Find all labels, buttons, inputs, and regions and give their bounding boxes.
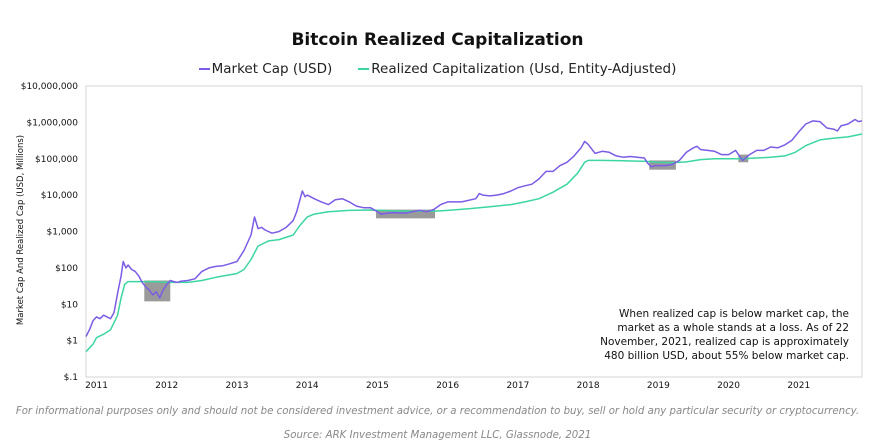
y-tick-label: $100,000 xyxy=(35,155,78,165)
series-line-market-cap xyxy=(85,118,863,337)
y-tick-label: $100 xyxy=(55,264,78,274)
y-tick-label: $1,000,000 xyxy=(26,118,78,128)
y-tick-label: $1 xyxy=(67,337,78,347)
legend-item-market-cap: Market Cap (USD) xyxy=(198,61,333,77)
y-tick-label: $10,000,000 xyxy=(21,82,79,92)
annotation-line: When realized cap is below market cap, t… xyxy=(619,308,849,320)
legend-swatch-market-cap xyxy=(198,68,210,70)
legend-label-realized-cap: Realized Capitalization (Usd, Entity-Adj… xyxy=(371,61,677,77)
x-tick-label: 2019 xyxy=(647,381,670,391)
chart-frame xyxy=(85,85,863,378)
legend-swatch-realized-cap xyxy=(358,68,370,70)
y-tick-label: $1,000 xyxy=(47,228,79,238)
annotation-line: 480 billion USD, about 55% below market … xyxy=(604,350,849,362)
x-tick-label: 2017 xyxy=(506,381,529,391)
loss-period-shade xyxy=(144,280,171,302)
y-axis-label: Market Cap And Realized Cap (USD, Millio… xyxy=(16,135,26,325)
annotation-line: market as a whole stands at a loss. As o… xyxy=(617,322,849,334)
x-tick-label: 2014 xyxy=(296,381,319,391)
annotation-line: November, 2021, realized cap is approxim… xyxy=(600,336,849,348)
disclaimer-text: For informational purposes only and shou… xyxy=(15,406,860,417)
legend-label-market-cap: Market Cap (USD) xyxy=(211,61,333,77)
chart-annotation: When realized cap is below market cap, t… xyxy=(585,307,849,363)
x-tick-label: 2013 xyxy=(226,381,249,391)
y-axis-ticks: $.1 $1 $10 $100 $1,000 $10,000 $100,000 $1,000,… xyxy=(21,82,79,383)
plot-border xyxy=(85,85,863,378)
x-tick-label: 2018 xyxy=(577,381,600,391)
chart-title: Bitcoin Realized Capitalization xyxy=(291,30,584,50)
y-tick-label: $10 xyxy=(61,300,78,310)
x-axis-ticks: 2011 2012 2013 2014 2015 2016 2017 2018 2019 2020… xyxy=(85,381,810,391)
x-tick-label: 2015 xyxy=(366,381,389,391)
legend: Market Cap (USD) Realized Capitalization… xyxy=(0,61,875,77)
y-tick-label: $.1 xyxy=(64,373,78,383)
x-tick-label: 2020 xyxy=(717,381,740,391)
x-tick-label: 2016 xyxy=(436,381,459,391)
loss-period-shade xyxy=(376,209,436,219)
x-tick-label: 2012 xyxy=(155,381,178,391)
x-tick-label: 2021 xyxy=(787,381,810,391)
x-tick-label: 2011 xyxy=(85,381,108,391)
source-text: Source: ARK Investment Management LLC, G… xyxy=(283,430,592,441)
legend-item-realized-cap: Realized Capitalization (Usd, Entity-Adj… xyxy=(358,61,676,77)
shaded-regions xyxy=(144,154,749,302)
series-lines xyxy=(85,118,863,353)
y-tick-label: $10,000 xyxy=(41,191,78,201)
